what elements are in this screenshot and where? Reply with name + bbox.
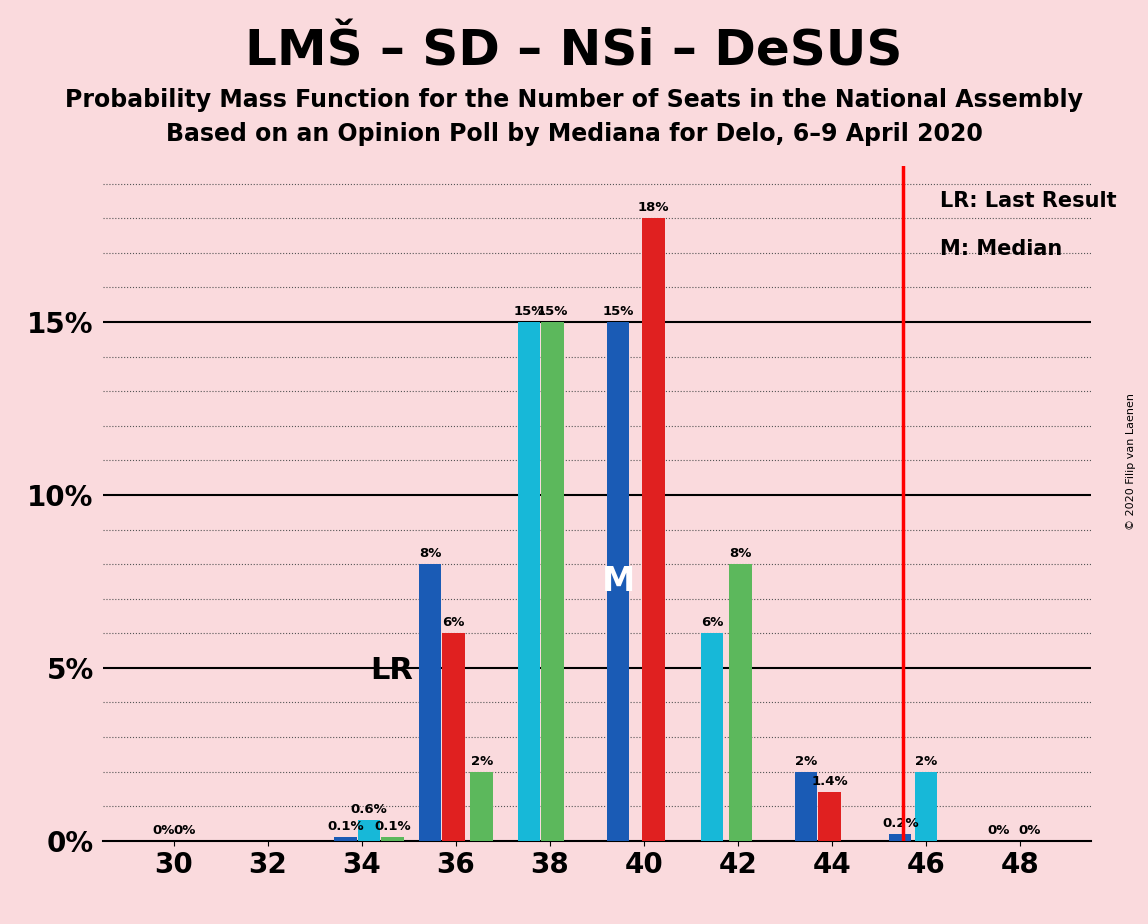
Bar: [381, 837, 404, 841]
Text: LR: LR: [371, 656, 413, 686]
Bar: [358, 821, 380, 841]
Bar: [419, 565, 441, 841]
Text: LMŠ – SD – NSi – DeSUS: LMŠ – SD – NSi – DeSUS: [246, 28, 902, 76]
Text: 0.2%: 0.2%: [882, 817, 918, 830]
Bar: [607, 322, 629, 841]
Text: 6%: 6%: [701, 616, 723, 629]
Text: 8%: 8%: [729, 547, 752, 560]
Text: 0.6%: 0.6%: [350, 803, 387, 816]
Bar: [889, 834, 912, 841]
Bar: [541, 322, 564, 841]
Text: 0%: 0%: [152, 823, 174, 837]
Bar: [819, 793, 841, 841]
Text: LR: Last Result: LR: Last Result: [940, 190, 1117, 211]
Text: 2%: 2%: [796, 755, 817, 768]
Bar: [642, 218, 665, 841]
Bar: [334, 837, 357, 841]
Text: 6%: 6%: [442, 616, 465, 629]
Bar: [442, 633, 465, 841]
Text: 15%: 15%: [603, 305, 634, 318]
Text: 1.4%: 1.4%: [812, 775, 848, 788]
Text: 0%: 0%: [1018, 823, 1041, 837]
Text: 0.1%: 0.1%: [374, 821, 411, 833]
Bar: [915, 772, 937, 841]
Text: 0%: 0%: [173, 823, 195, 837]
Text: 0.1%: 0.1%: [327, 821, 364, 833]
Text: 15%: 15%: [536, 305, 568, 318]
Text: 15%: 15%: [513, 305, 544, 318]
Text: © 2020 Filip van Laenen: © 2020 Filip van Laenen: [1126, 394, 1135, 530]
Bar: [729, 565, 752, 841]
Text: 8%: 8%: [419, 547, 441, 560]
Text: 0%: 0%: [987, 823, 1010, 837]
Text: 2%: 2%: [915, 755, 937, 768]
Text: Probability Mass Function for the Number of Seats in the National Assembly: Probability Mass Function for the Number…: [65, 88, 1083, 112]
Bar: [471, 772, 492, 841]
Bar: [701, 633, 723, 841]
Text: M: Median: M: Median: [940, 239, 1062, 259]
Text: Based on an Opinion Poll by Mediana for Delo, 6–9 April 2020: Based on an Opinion Poll by Mediana for …: [165, 122, 983, 146]
Text: 2%: 2%: [471, 755, 492, 768]
Bar: [518, 322, 540, 841]
Text: M: M: [602, 565, 635, 598]
Text: 18%: 18%: [637, 201, 669, 214]
Bar: [794, 772, 817, 841]
